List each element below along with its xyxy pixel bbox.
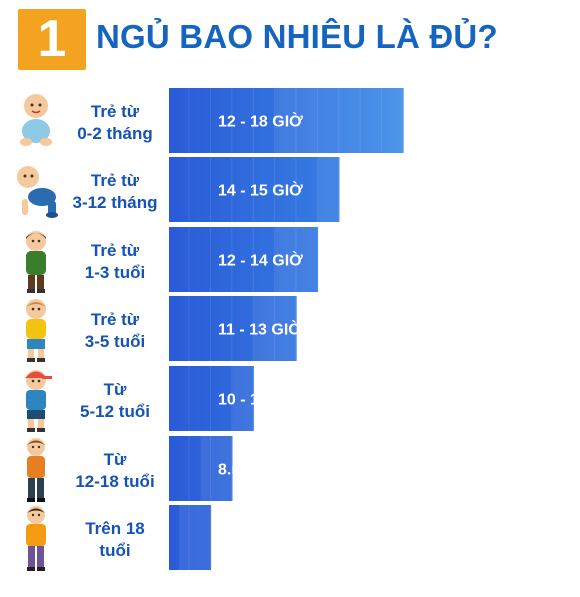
bar-fill: [169, 157, 340, 222]
age-group-label: Từ 5-12 tuổi: [60, 366, 170, 436]
bar-value-label: 10 - 11 GIỜ: [218, 390, 302, 409]
bar-fill: [169, 227, 319, 292]
bar-range-band: [275, 227, 319, 292]
age-group-label-line: Trẻ từ: [90, 310, 140, 329]
bar-range-band: [253, 296, 297, 361]
age-group-label-line: 12-18 tuổi: [75, 472, 155, 491]
bar-range-band: [318, 157, 340, 222]
age-group-label-line: 5-12 tuổi: [80, 402, 150, 421]
bar-value-label: 8.5 - 10 GIỜ: [218, 460, 308, 479]
sleep-range-bar: 12 - 18 GIỜ: [169, 88, 404, 153]
bar-value-label: 11 - 13 GIỜ: [218, 320, 302, 339]
bar-fill: [169, 296, 297, 361]
age-group-row: Trẻ từ 1-3 tuổi: [0, 227, 580, 297]
child-cap-icon: [12, 366, 60, 436]
bar-fill: [169, 436, 233, 501]
header: 1 NGỦ BAO NHIÊU LÀ ĐỦ?: [0, 0, 580, 80]
age-group-label-line: Từ: [103, 380, 127, 399]
age-group-label-line: 3-12 tháng: [72, 193, 158, 212]
sleep-range-bar: 11 - 13 GIỜ: [169, 296, 302, 361]
sleep-range-bar: 8.5 - 10 GIỜ: [169, 436, 308, 501]
sleep-range-bar: 10 - 11 GIỜ: [169, 366, 302, 431]
bar-range-band: [275, 88, 404, 153]
age-group-label: Từ 12-18 tuổi: [60, 436, 170, 506]
age-group-row: Trẻ từ 3-12 tháng: [0, 157, 580, 227]
toddler-icon: [12, 227, 60, 297]
bar-range-band: [179, 505, 212, 570]
adult-icon: [12, 505, 60, 575]
bar-value-label: 7.5 - 9 GIỜ: [218, 529, 299, 548]
age-group-label-line: tuổi: [99, 541, 131, 560]
age-group-row: Trẻ từ 3-5 tuổi: [0, 296, 580, 366]
bar-range-band: [200, 436, 233, 501]
age-group-row: Từ 5-12 tuổi: [0, 366, 580, 436]
age-group-label-line: Trên 18: [85, 519, 145, 538]
section-number-badge: 1: [18, 9, 86, 70]
age-group-label-line: Từ: [103, 450, 127, 469]
sleep-range-bar: 12 - 14 GIỜ: [169, 227, 319, 292]
age-group-label-line: 3-5 tuổi: [84, 332, 146, 351]
sleep-range-bar: 14 - 15 GIỜ: [169, 157, 340, 222]
bar-fill: [169, 88, 404, 153]
sleep-range-bar: 7.5 - 9 GIỜ: [169, 505, 299, 570]
age-group-row: Trẻ từ 0-2 tháng: [0, 88, 580, 158]
age-group-label-line: 1-3 tuổi: [84, 263, 146, 282]
age-group-label-line: 0-2 tháng: [77, 124, 153, 143]
age-group-label: Trẻ từ 3-12 tháng: [60, 157, 170, 227]
bar-value-label: 12 - 18 GIỜ: [218, 112, 303, 131]
baby-crawling-icon: [12, 157, 60, 227]
age-group-label: Trẻ từ 0-2 tháng: [60, 88, 170, 158]
age-group-label: Trẻ từ 1-3 tuổi: [60, 227, 170, 297]
bar-value-label: 12 - 14 GIỜ: [218, 251, 303, 270]
age-group-label: Trẻ từ 3-5 tuổi: [60, 296, 170, 366]
bar-fill: [169, 505, 212, 570]
bar-fill: [169, 366, 254, 431]
age-group-label: Trên 18 tuổi: [60, 505, 170, 575]
teen-icon: [12, 436, 60, 506]
age-group-row: Từ 12-18 tuổi: [0, 436, 580, 506]
age-group-row: Trên 18 tuổi: [0, 505, 580, 575]
preschooler-icon: [12, 296, 60, 366]
age-group-label-line: Trẻ từ: [90, 171, 140, 190]
bar-value-label: 14 - 15 GIỜ: [218, 181, 303, 200]
bar-range-band: [232, 366, 254, 431]
age-group-label-line: Trẻ từ: [90, 102, 140, 121]
page-title: NGỦ BAO NHIÊU LÀ ĐỦ?: [96, 18, 498, 55]
age-group-label-line: Trẻ từ: [90, 241, 140, 260]
baby-sitting-icon: [12, 88, 60, 158]
